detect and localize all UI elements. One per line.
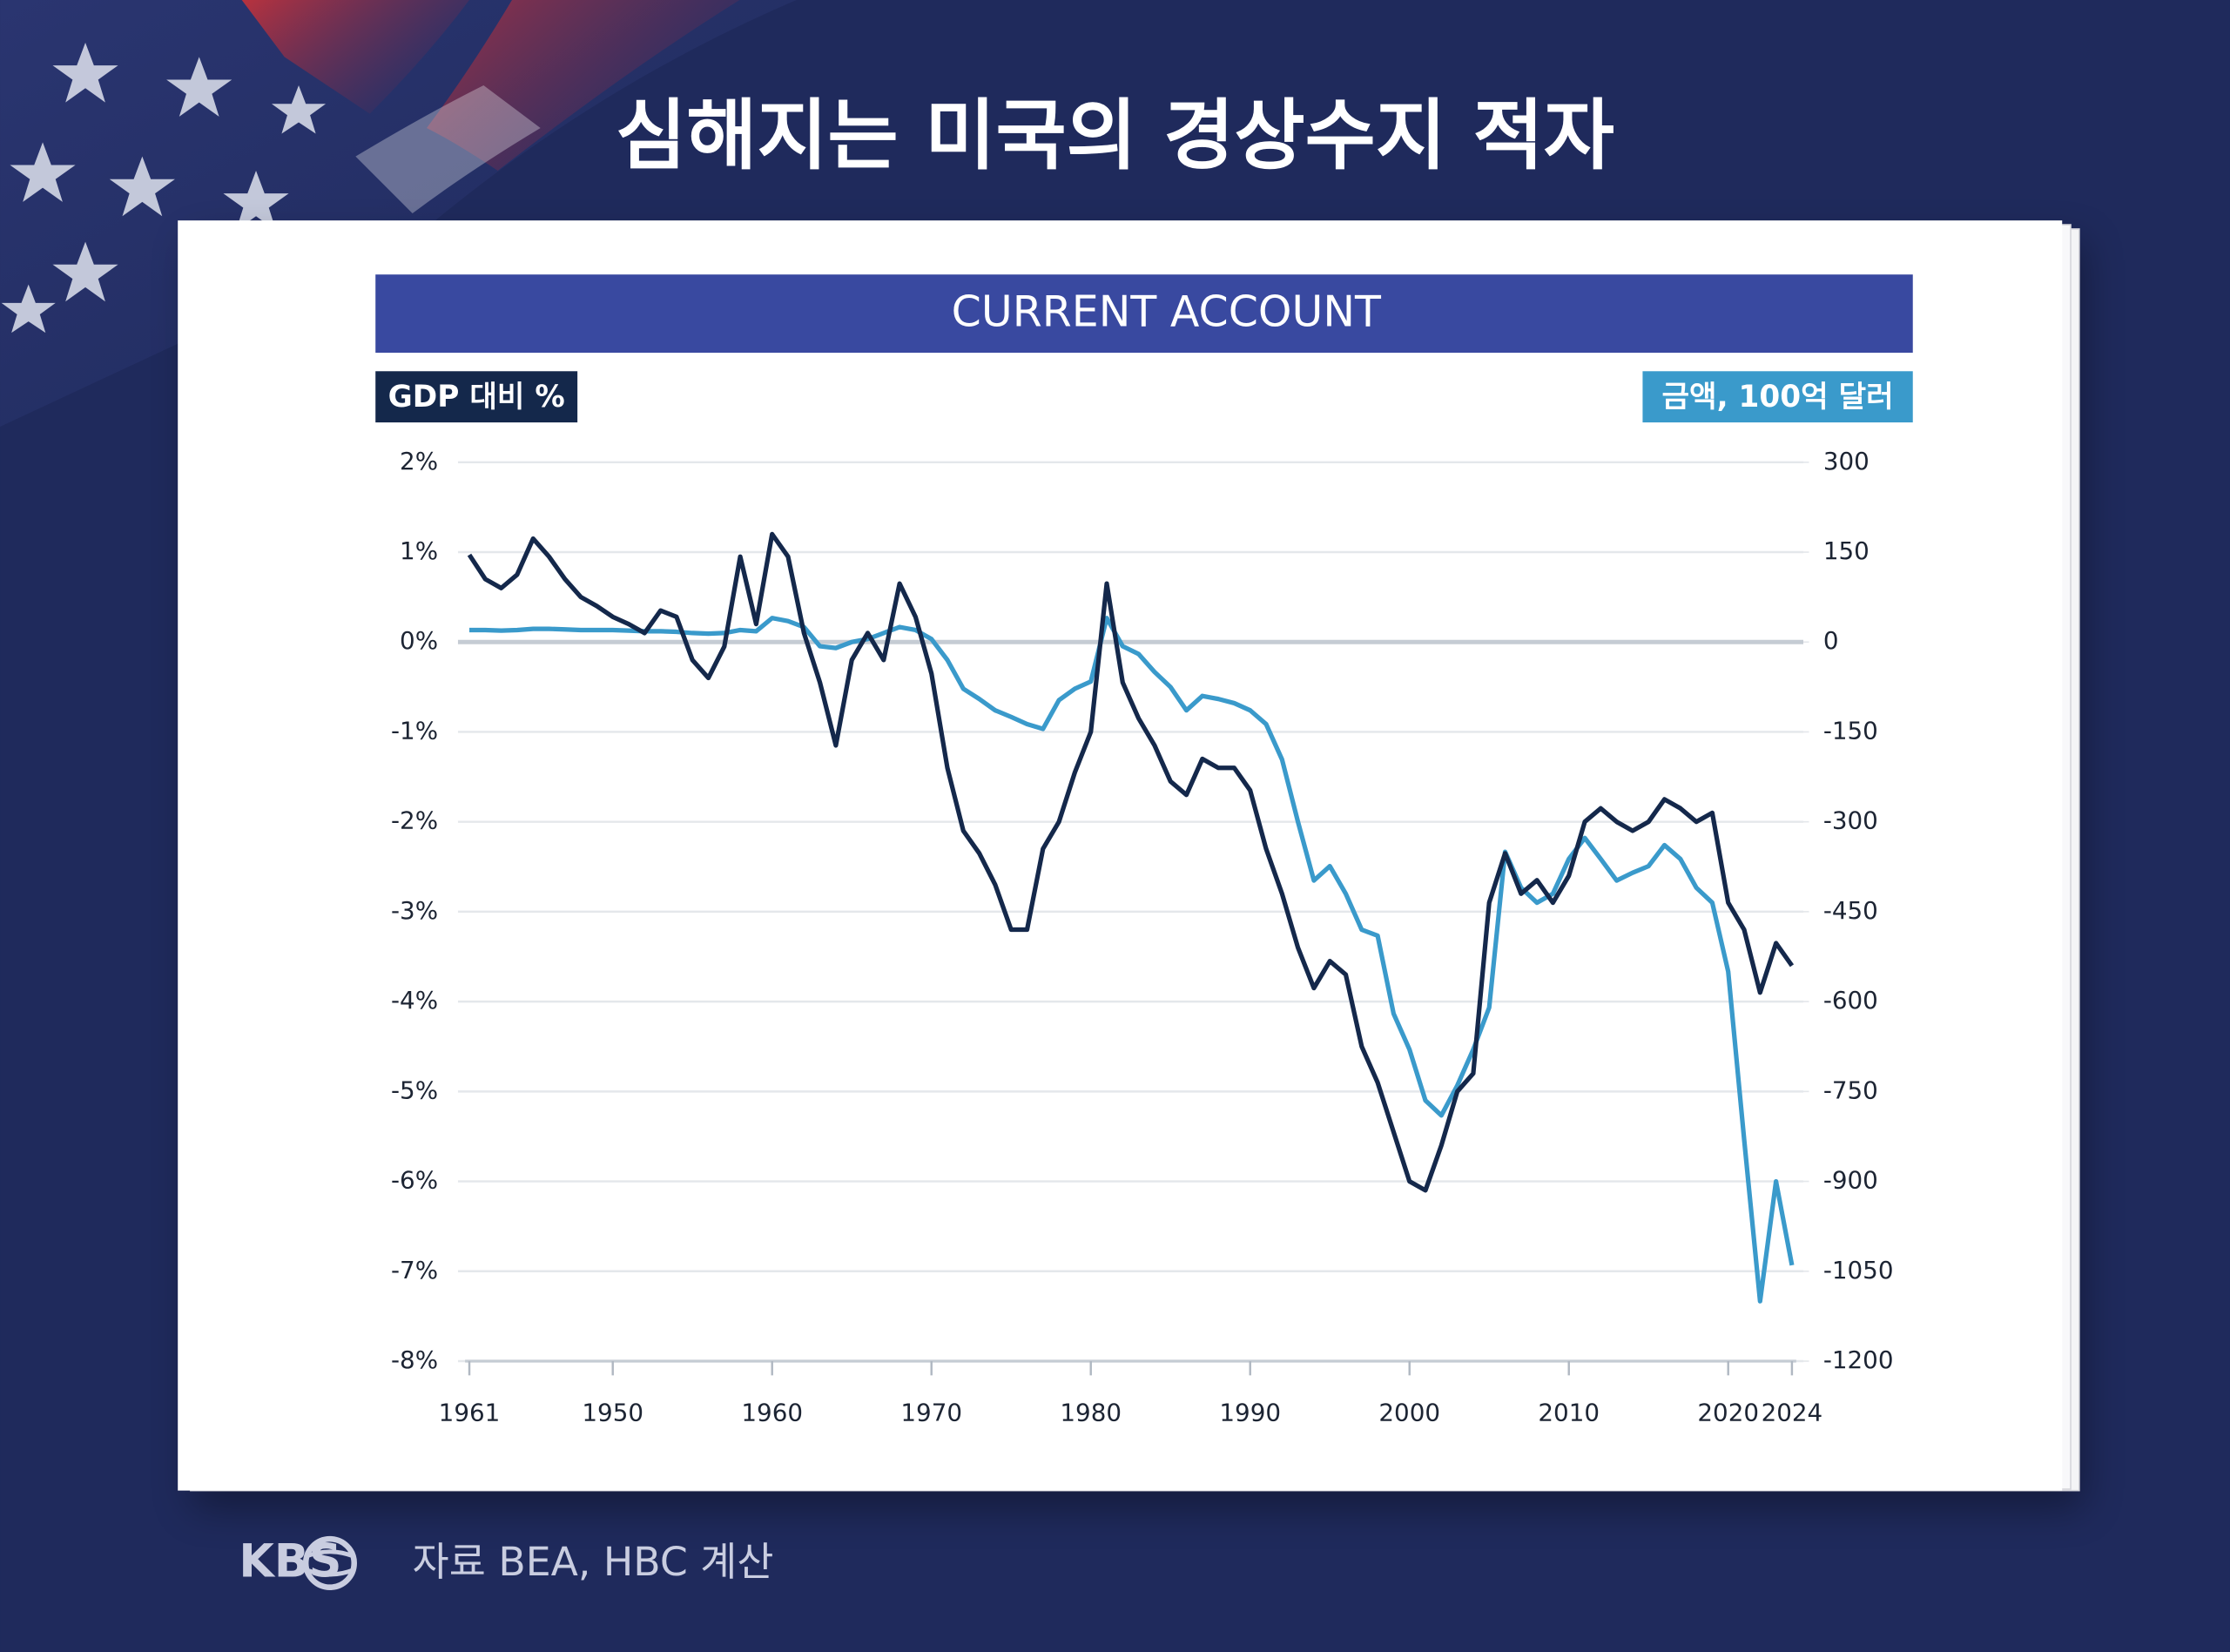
x-tick-label: 1990 <box>1219 1398 1281 1426</box>
y2-axis-label-box <box>1642 371 1913 423</box>
y2-tick-label: -1050 <box>1823 1256 1894 1285</box>
plot-area: 2% 1% 0% -1% -2% -3% -4% -5% -6% -7% -8% 300 150 0 -15… <box>391 447 1893 1427</box>
y2-axis-label: 금액, 100억 달러 <box>1662 380 1894 415</box>
y-tick-label: 0% <box>400 626 438 655</box>
x-tick-label: 2000 <box>1378 1398 1440 1426</box>
y2-tick-label: -300 <box>1823 806 1878 835</box>
logo-mark <box>302 1535 357 1590</box>
x-tick-label: 2020 <box>1697 1398 1759 1426</box>
y-axis-label: GDP 대비 % <box>388 380 565 415</box>
x-tick-label: 1960 <box>741 1398 803 1426</box>
y-tick-label: 2% <box>400 447 438 475</box>
y2-tick-label: 300 <box>1823 447 1870 475</box>
x-tick-label: 2024 <box>1762 1398 1823 1426</box>
y-tick-label: -2% <box>391 806 438 835</box>
logo: KBS <box>239 1535 341 1588</box>
y-axis-label-box <box>375 371 578 423</box>
y2-tick-label: -750 <box>1823 1075 1878 1104</box>
x-tick-label: 1950 <box>582 1398 643 1426</box>
x-tick-label: 1970 <box>900 1398 962 1426</box>
source-note: 자료 BEA, HBC 계산 <box>413 1539 774 1585</box>
y2-tick-label: -1200 <box>1823 1345 1894 1374</box>
chart-header <box>375 274 1913 354</box>
y-tick-label: -3% <box>391 896 438 925</box>
series-line <box>469 616 1795 1304</box>
card <box>178 220 2063 1491</box>
x-tick-label: 1961 <box>439 1398 501 1426</box>
y2-tick-label: -150 <box>1823 716 1878 745</box>
y-tick-label: -1% <box>391 716 438 745</box>
y2-tick-label: 150 <box>1823 536 1870 565</box>
y2-tick-label: -900 <box>1823 1166 1878 1195</box>
x-tick-label: 2010 <box>1538 1398 1600 1426</box>
y-tick-label: -7% <box>391 1256 438 1285</box>
y-tick-label: -4% <box>391 986 438 1015</box>
page-title: 심해지는 미국의 경상수지 적자 <box>616 91 1614 180</box>
chart-subtitle: CURRENT ACCOUNT <box>952 287 1382 336</box>
y2-tick-label: -600 <box>1823 986 1878 1015</box>
y2-tick-label: -450 <box>1823 896 1878 925</box>
y-tick-label: -5% <box>391 1075 438 1104</box>
y-tick-label: -8% <box>391 1345 438 1374</box>
series-line <box>467 531 1795 1193</box>
y-tick-label: 1% <box>400 536 438 565</box>
y-tick-label: -6% <box>391 1166 438 1195</box>
x-tick-label: 1980 <box>1060 1398 1122 1426</box>
y2-tick-label: 0 <box>1823 626 1839 655</box>
